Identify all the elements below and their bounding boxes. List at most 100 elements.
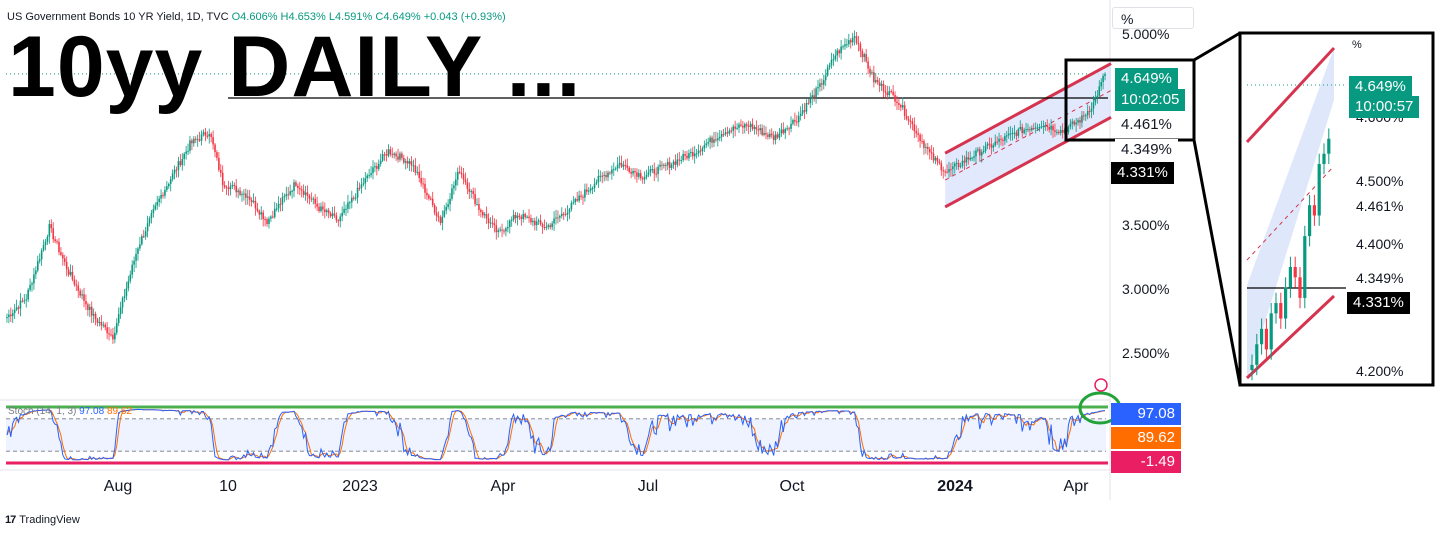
candle-body: [148, 218, 151, 224]
candle-body: [131, 264, 133, 275]
inset-candle-body: [1303, 236, 1307, 298]
candle-body: [734, 126, 736, 129]
candle-body: [1011, 132, 1014, 134]
candle-body: [339, 216, 342, 222]
candle-body: [119, 307, 122, 315]
candle-body: [643, 176, 646, 180]
inset-candle-body: [1293, 267, 1297, 278]
candle-body: [580, 195, 582, 197]
inset-candle-body: [1269, 313, 1273, 350]
candle-body: [871, 72, 873, 74]
candle-body: [595, 182, 598, 184]
candle-body: [1046, 125, 1049, 128]
candle-body: [944, 171, 946, 173]
candle-body: [189, 140, 191, 151]
x-tick-label: Apr: [490, 478, 516, 495]
candle-body: [169, 179, 172, 184]
candle-body: [56, 241, 58, 243]
candle-body: [327, 210, 330, 214]
candle-body: [680, 160, 683, 162]
candle-body: [693, 153, 696, 157]
candle-body: [834, 55, 837, 60]
candle-body: [676, 159, 679, 165]
candle-body: [584, 189, 586, 198]
candle-body: [318, 206, 320, 212]
candle-body: [1050, 125, 1052, 130]
candle-body: [71, 271, 74, 280]
candle-body: [431, 198, 434, 206]
candle-body: [961, 160, 964, 166]
candle-body: [36, 261, 39, 271]
candle-body: [158, 198, 160, 203]
candle-body: [146, 223, 149, 232]
candle-body: [857, 43, 860, 45]
candle-body: [851, 37, 854, 43]
candle-body: [905, 115, 908, 120]
candle-body: [497, 230, 500, 233]
candle-body: [649, 169, 652, 173]
candle-body: [742, 125, 744, 128]
candle-body: [934, 157, 937, 161]
candle-body: [1084, 115, 1087, 117]
tradingview-brand[interactable]: 17 TradingView: [5, 514, 80, 526]
candle-body: [809, 98, 812, 104]
candle-body: [117, 314, 120, 324]
candle-body: [458, 171, 461, 173]
candle-body: [543, 226, 546, 228]
inset-candle-body: [1260, 328, 1264, 345]
candle-body: [343, 208, 345, 213]
candle-body: [1015, 132, 1018, 136]
candle-body: [520, 216, 523, 219]
y-tick-label: 3.500%: [1122, 217, 1170, 233]
candle-body: [986, 143, 989, 146]
candle-body: [164, 189, 166, 196]
candle-body: [403, 157, 405, 163]
candle-body: [144, 231, 147, 237]
candle-body: [264, 219, 266, 221]
inset-channel-fill: [1247, 48, 1334, 380]
candle-body: [928, 149, 931, 153]
candle-body: [512, 214, 515, 220]
candle-body: [1000, 138, 1002, 140]
candle-body: [185, 151, 187, 154]
candle-body: [245, 193, 247, 198]
candle-body: [374, 166, 376, 168]
candle-body: [270, 216, 272, 219]
candle-body: [593, 183, 596, 189]
symbol-name[interactable]: US Government Bonds 10 YR Yield, 1D, TVC: [7, 11, 229, 23]
candle-body: [250, 200, 253, 203]
candle-body: [967, 157, 970, 160]
candle-body: [861, 50, 864, 58]
candle-body: [358, 187, 361, 189]
x-tick-label: Jul: [637, 478, 659, 495]
candle-body: [370, 173, 372, 176]
candle-body: [586, 189, 588, 192]
candle-body: [549, 225, 552, 228]
candle-body: [507, 227, 509, 229]
candle-body: [969, 157, 971, 160]
candle-body: [137, 248, 139, 254]
candle-body: [886, 92, 889, 96]
candle-body: [801, 110, 804, 114]
candle-body: [930, 152, 933, 154]
candle-body: [94, 314, 97, 320]
candle-body: [381, 154, 384, 161]
candle-body: [1017, 129, 1020, 136]
candle-body: [1036, 127, 1039, 129]
stoch-diff-tag: -1.49: [1111, 451, 1181, 473]
candle-body: [963, 160, 966, 163]
candle-body: [1104, 73, 1106, 76]
candle-body: [142, 236, 145, 238]
unit-selector[interactable]: %: [1112, 7, 1194, 29]
candle-body: [946, 171, 948, 173]
candle-body: [537, 220, 540, 222]
candle-body: [717, 138, 719, 141]
candle-body: [560, 213, 563, 216]
x-tick-label: 10: [219, 478, 237, 495]
candle-body: [464, 179, 467, 183]
candle-body: [1002, 139, 1004, 141]
candle-body: [96, 319, 99, 323]
candle-body: [873, 72, 875, 83]
candle-body: [670, 164, 673, 168]
